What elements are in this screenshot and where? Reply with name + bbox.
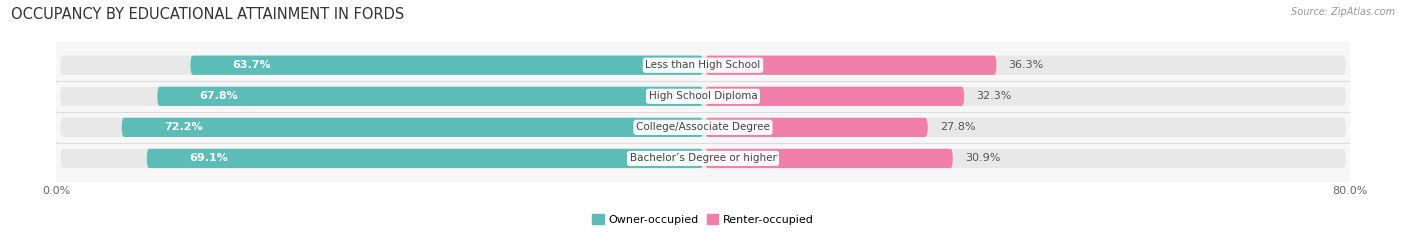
Text: 32.3%: 32.3% <box>976 91 1012 101</box>
FancyBboxPatch shape <box>122 118 703 137</box>
Text: 30.9%: 30.9% <box>965 154 1000 163</box>
Text: OCCUPANCY BY EDUCATIONAL ATTAINMENT IN FORDS: OCCUPANCY BY EDUCATIONAL ATTAINMENT IN F… <box>11 7 405 22</box>
Text: Source: ZipAtlas.com: Source: ZipAtlas.com <box>1291 7 1395 17</box>
FancyBboxPatch shape <box>706 56 997 75</box>
Text: High School Diploma: High School Diploma <box>648 91 758 101</box>
Text: Less than High School: Less than High School <box>645 60 761 70</box>
Text: 69.1%: 69.1% <box>188 154 228 163</box>
FancyBboxPatch shape <box>60 87 1346 106</box>
Legend: Owner-occupied, Renter-occupied: Owner-occupied, Renter-occupied <box>588 210 818 229</box>
FancyBboxPatch shape <box>60 118 1346 137</box>
FancyBboxPatch shape <box>157 87 703 106</box>
Text: 72.2%: 72.2% <box>163 122 202 132</box>
Text: 36.3%: 36.3% <box>1008 60 1043 70</box>
FancyBboxPatch shape <box>146 149 703 168</box>
FancyBboxPatch shape <box>60 149 1346 168</box>
Text: 27.8%: 27.8% <box>939 122 976 132</box>
FancyBboxPatch shape <box>706 87 965 106</box>
Text: 63.7%: 63.7% <box>232 60 271 70</box>
Text: College/Associate Degree: College/Associate Degree <box>636 122 770 132</box>
FancyBboxPatch shape <box>706 149 953 168</box>
Text: Bachelor’s Degree or higher: Bachelor’s Degree or higher <box>630 154 776 163</box>
FancyBboxPatch shape <box>706 118 928 137</box>
FancyBboxPatch shape <box>190 56 703 75</box>
Text: 67.8%: 67.8% <box>200 91 238 101</box>
FancyBboxPatch shape <box>60 56 1346 75</box>
